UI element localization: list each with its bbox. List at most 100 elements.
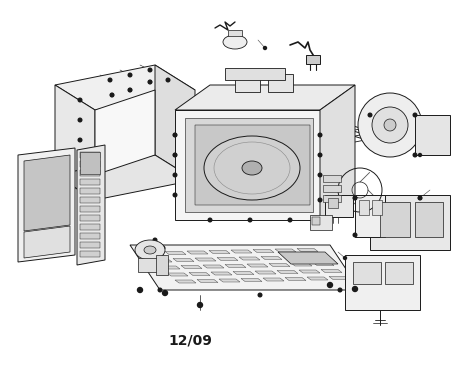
Bar — [80, 224, 100, 230]
Polygon shape — [167, 273, 188, 276]
Circle shape — [248, 218, 252, 222]
Polygon shape — [77, 145, 105, 265]
Polygon shape — [217, 257, 238, 261]
Bar — [306, 55, 320, 64]
Polygon shape — [143, 252, 164, 255]
Polygon shape — [155, 65, 195, 180]
Polygon shape — [24, 155, 70, 231]
Polygon shape — [187, 251, 208, 254]
Bar — [415, 202, 443, 237]
Ellipse shape — [242, 161, 262, 175]
Bar — [80, 161, 100, 167]
Polygon shape — [173, 258, 194, 261]
Bar — [355, 195, 385, 237]
Bar — [80, 152, 100, 158]
Polygon shape — [231, 250, 252, 253]
Circle shape — [288, 218, 292, 222]
Circle shape — [353, 196, 357, 200]
Polygon shape — [277, 270, 298, 273]
Polygon shape — [211, 272, 232, 275]
Circle shape — [368, 113, 372, 117]
Polygon shape — [278, 252, 338, 264]
Bar — [353, 262, 381, 284]
Ellipse shape — [135, 240, 165, 260]
Circle shape — [78, 98, 82, 102]
Circle shape — [318, 198, 322, 202]
Circle shape — [148, 81, 152, 84]
Polygon shape — [151, 259, 172, 262]
Circle shape — [108, 78, 112, 82]
Bar — [415, 115, 450, 155]
Circle shape — [173, 193, 177, 197]
Bar — [385, 262, 413, 284]
Circle shape — [318, 173, 322, 177]
Polygon shape — [239, 257, 260, 260]
Circle shape — [173, 134, 176, 137]
Polygon shape — [189, 273, 210, 276]
Polygon shape — [299, 270, 320, 273]
Bar — [80, 170, 100, 176]
Polygon shape — [175, 85, 355, 110]
Polygon shape — [165, 251, 186, 254]
Polygon shape — [203, 265, 224, 268]
Polygon shape — [275, 249, 296, 252]
Polygon shape — [185, 118, 313, 212]
Circle shape — [153, 238, 157, 242]
Bar — [80, 188, 100, 194]
Bar — [156, 255, 168, 275]
Circle shape — [258, 293, 262, 297]
Polygon shape — [24, 226, 70, 258]
Circle shape — [78, 158, 82, 162]
Bar — [80, 197, 100, 203]
Bar — [323, 185, 341, 192]
Polygon shape — [195, 125, 310, 205]
Ellipse shape — [384, 119, 396, 131]
Polygon shape — [197, 280, 218, 283]
Polygon shape — [159, 266, 180, 269]
Polygon shape — [307, 277, 328, 280]
Bar — [268, 74, 293, 92]
Bar — [372, 200, 382, 215]
Circle shape — [78, 138, 82, 142]
Polygon shape — [297, 249, 318, 251]
Bar — [323, 175, 341, 182]
Text: 12/09: 12/09 — [168, 333, 212, 347]
Circle shape — [137, 288, 143, 292]
Bar — [80, 251, 100, 257]
Circle shape — [158, 288, 162, 292]
Polygon shape — [175, 280, 196, 283]
Polygon shape — [241, 278, 262, 281]
Bar — [325, 195, 353, 217]
Polygon shape — [285, 277, 306, 280]
Circle shape — [419, 154, 421, 157]
Circle shape — [161, 246, 165, 250]
Circle shape — [173, 154, 176, 157]
Bar — [323, 195, 341, 202]
Circle shape — [318, 133, 322, 137]
Ellipse shape — [372, 107, 408, 143]
Circle shape — [208, 218, 212, 222]
Circle shape — [110, 93, 114, 97]
Circle shape — [413, 153, 417, 157]
Circle shape — [173, 133, 177, 137]
Polygon shape — [95, 90, 155, 175]
Circle shape — [173, 173, 177, 177]
Bar — [359, 200, 369, 215]
Polygon shape — [320, 85, 355, 220]
Circle shape — [328, 283, 332, 288]
Circle shape — [166, 78, 170, 82]
Bar — [235, 74, 260, 92]
Bar — [80, 215, 100, 221]
Ellipse shape — [223, 35, 247, 49]
Circle shape — [128, 73, 132, 77]
Polygon shape — [255, 271, 276, 274]
Bar — [80, 242, 100, 248]
Bar — [228, 30, 242, 36]
Polygon shape — [219, 279, 240, 282]
Bar — [80, 179, 100, 185]
Polygon shape — [18, 148, 75, 262]
Bar — [80, 152, 100, 174]
Circle shape — [353, 233, 357, 237]
Polygon shape — [209, 250, 230, 254]
Polygon shape — [195, 258, 216, 261]
